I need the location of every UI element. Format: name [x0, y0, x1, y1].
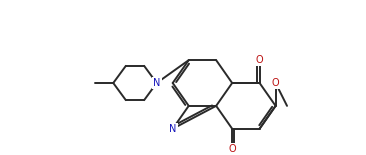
Text: O: O: [272, 78, 279, 88]
Text: N: N: [169, 124, 176, 134]
Text: O: O: [256, 55, 264, 65]
Text: O: O: [228, 144, 236, 154]
Text: N: N: [153, 78, 160, 88]
